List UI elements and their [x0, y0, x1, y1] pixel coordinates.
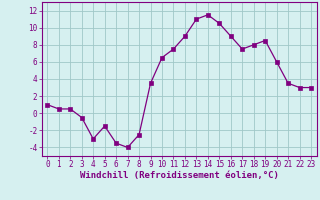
X-axis label: Windchill (Refroidissement éolien,°C): Windchill (Refroidissement éolien,°C)	[80, 171, 279, 180]
